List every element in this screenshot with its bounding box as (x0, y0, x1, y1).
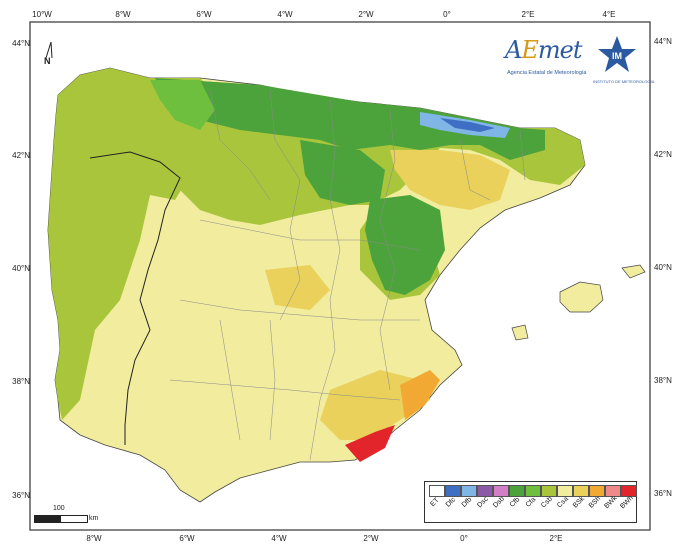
lon-label-bottom: 0° (460, 534, 468, 543)
lat-label-left: 42°N (12, 151, 30, 160)
lat-label-left: 38°N (12, 377, 30, 386)
bsk-central (265, 265, 330, 310)
legend-swatch (509, 485, 525, 497)
legend-item-dsc: Dsc (476, 485, 493, 509)
legend-item-dfb: Dfb (461, 485, 477, 509)
legend-item-dfc: Dfc (445, 485, 461, 509)
ibiza-island (511, 324, 529, 341)
lon-label-top: 8°W (115, 10, 131, 19)
aemet-logo: AEmet Agencia Estatal de Meteorología (505, 36, 605, 86)
bsh-zone (400, 370, 440, 420)
legend-item-dsb: Dsb (492, 485, 509, 509)
mallorca-island (559, 281, 604, 313)
lon-label-top: 10°W (32, 10, 52, 19)
legend-item-cfa: Cfa (525, 485, 541, 509)
legend-swatch (589, 485, 605, 497)
legend-swatch (525, 485, 541, 497)
legend-item-bsh: BSh (588, 485, 605, 510)
lon-label-bottom: 8°W (86, 534, 102, 543)
im-caption: INSTITUTO DE METEOROLOGIA (593, 79, 655, 84)
legend-swatch (477, 485, 493, 497)
bwh-zone (345, 425, 395, 462)
lat-label-left: 44°N (12, 39, 30, 48)
legend-item-csb: Csb (540, 485, 557, 509)
lon-label-bottom: 4°W (271, 534, 287, 543)
province-boundaries (169, 89, 526, 461)
scale-unit: km (89, 515, 99, 522)
cfb-zone-iberian (365, 195, 445, 295)
cfb-zone-galicia (150, 80, 215, 130)
lon-label-top: 2°E (521, 10, 535, 19)
legend-swatch (605, 485, 621, 497)
cfb-zone-central (300, 140, 385, 205)
lat-label-left: 36°N (12, 491, 30, 500)
lon-label-top: 4°W (277, 10, 293, 19)
im-star-icon: IM (598, 36, 636, 72)
portugal-border (89, 151, 181, 445)
lon-label-top: 4°E (602, 10, 616, 19)
scale-bar (34, 515, 88, 523)
lat-label-left: 40°N (12, 264, 30, 273)
lat-label-right: 38°N (654, 376, 672, 385)
im-initials: IM (612, 51, 622, 61)
cfb-zone-north (155, 78, 545, 160)
lat-label-right: 40°N (654, 263, 672, 272)
legend-swatch (445, 485, 461, 497)
legend-swatch (557, 485, 573, 497)
lon-label-top: 0° (443, 10, 451, 19)
lon-label-bottom: 2°E (549, 534, 563, 543)
legend-item-bwk: BWk (603, 485, 621, 510)
north-arrow-icon (45, 41, 53, 59)
lon-label-bottom: 2°W (363, 534, 379, 543)
legend-swatch (573, 485, 589, 497)
legend-swatch (621, 485, 637, 497)
lon-label-bottom: 6°W (179, 534, 195, 543)
lon-label-top: 2°W (358, 10, 374, 19)
lat-label-right: 42°N (654, 150, 672, 159)
legend-swatch (429, 485, 445, 497)
scale-value: 100 (53, 505, 65, 512)
legend-swatch (493, 485, 509, 497)
legend-item-csa: Csa (556, 485, 573, 509)
aemet-wordmark: AEmet (505, 36, 582, 64)
lon-label-top: 6°W (196, 10, 212, 19)
legend-swatch (461, 485, 477, 497)
legend-item-et: ET (429, 485, 445, 508)
legend-item-cfb: Cfb (509, 485, 525, 509)
legend-swatch (541, 485, 557, 497)
lat-label-right: 44°N (654, 37, 672, 46)
aemet-tagline: Agencia Estatal de Meteorología (507, 70, 587, 76)
menorca-island (621, 264, 646, 279)
lat-label-right: 36°N (654, 489, 672, 498)
im-logo: IM INSTITUTO DE METEOROLOGIA (593, 34, 654, 86)
legend-item-bwh: BWh (619, 485, 637, 510)
legend-item-bsk: BSk (572, 485, 589, 510)
climate-legend: ET Dfc Dfb Dsc Dsb Cfb Cfa Csb Csa BSk BSh BWk BWh (424, 481, 637, 523)
north-label: N (44, 56, 51, 66)
dfc-pyrenees (440, 118, 495, 132)
